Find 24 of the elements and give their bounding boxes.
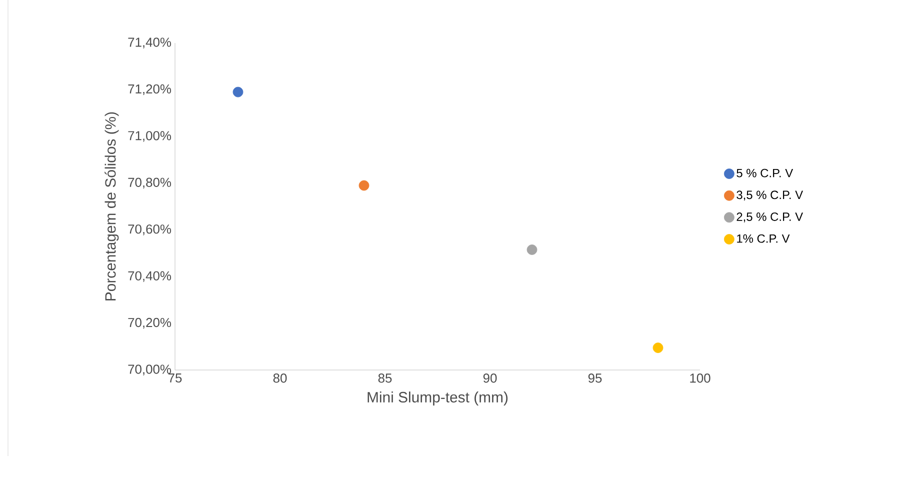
x-tick-label: 85 [378,374,392,383]
y-tick-label: 70,60% [128,224,172,236]
x-axis-title: Mini Slump-test (mm) [368,392,508,406]
point [526,244,538,255]
x-tick-label: 80 [273,374,287,383]
point [652,342,664,354]
y-tick-label: 71,20% [128,84,172,96]
x-tick-label: 75 [168,374,182,383]
legend-label: 3,5 % C.P. V [736,190,804,201]
y-tick-label: 70,80% [128,178,172,188]
y-tick-label: 71,40% [128,38,172,48]
point [358,180,370,191]
y-axis-title: Porcentagem de Sólidos (%) [104,112,119,300]
y-tick-label: 70,20% [128,318,172,329]
legend-label: 1% C.P. V [737,234,790,243]
legend-label: 2,5 % C.P. V [736,212,804,222]
point [232,86,244,98]
y-tick-label: 70,40% [128,271,172,282]
x-tick-label: 90 [483,374,497,383]
legend-label: 5 % C.P. V [736,168,794,178]
x-tick-label: 95 [588,374,602,383]
y-tick-label: 70,00% [128,364,172,376]
y-tick-label: 71,00% [128,131,172,142]
x-tick-label: 100 [690,374,710,383]
